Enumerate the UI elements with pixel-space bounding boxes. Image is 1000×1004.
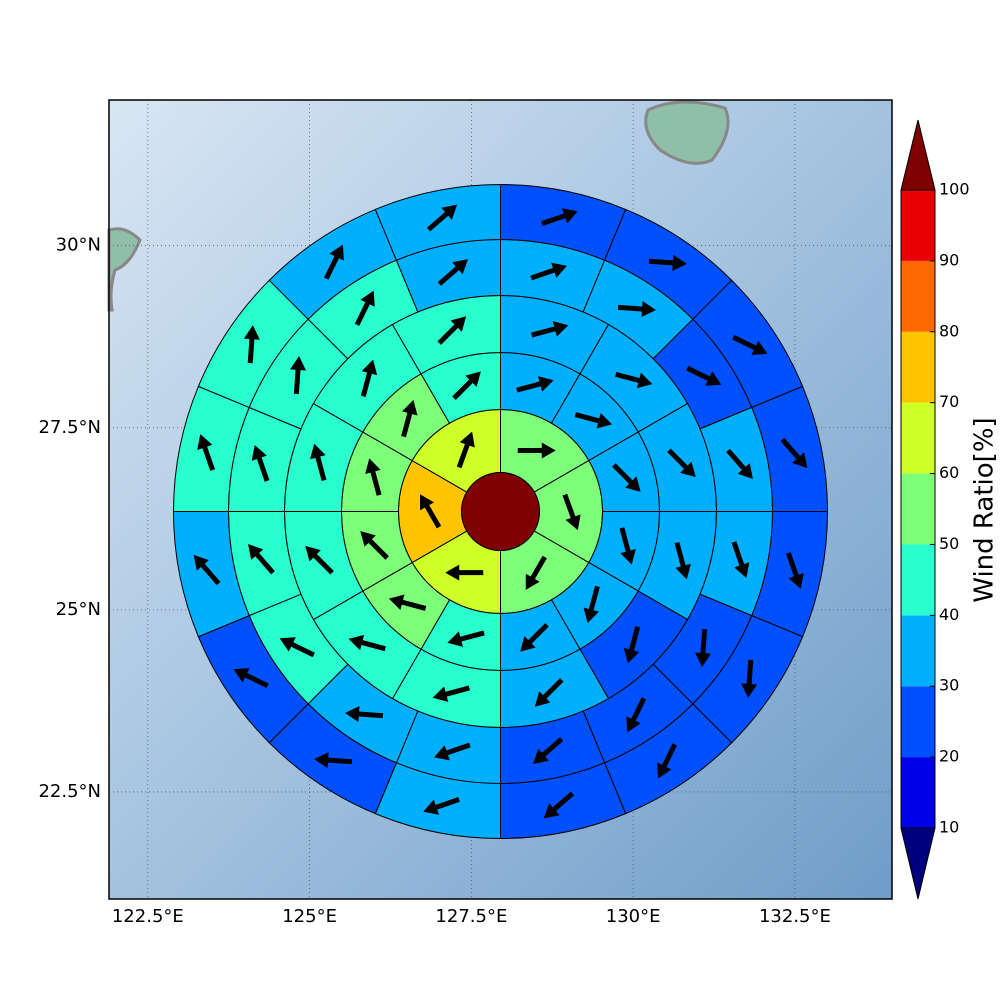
wind-arrow xyxy=(731,541,750,579)
wind-arrow xyxy=(780,437,808,469)
colorbar-band xyxy=(901,402,935,474)
wind-arrow xyxy=(617,301,657,318)
colorbar-tick-label: 90 xyxy=(939,250,959,269)
wind-arrow xyxy=(360,359,378,397)
wind-arrow xyxy=(786,552,804,589)
colorbar-tick-label: 100 xyxy=(939,180,970,199)
wind-arrow xyxy=(310,443,327,482)
wind-arrow xyxy=(674,542,691,580)
colorbar-band xyxy=(901,260,935,332)
y-tick-label: 30°N xyxy=(56,235,101,256)
wind-arrow xyxy=(694,628,711,668)
colorbar-frame xyxy=(900,189,936,829)
wind-arrow xyxy=(433,742,471,761)
wind-arrow xyxy=(648,254,687,271)
colorbar-tick-label: 70 xyxy=(939,392,959,411)
wind-arrow xyxy=(574,412,613,429)
x-tick-label: 122.5°E xyxy=(112,906,184,927)
wind-arrow xyxy=(667,448,696,478)
wind-arrow xyxy=(279,637,315,658)
wind-arrow xyxy=(686,365,722,386)
wind-arrow xyxy=(354,290,375,326)
wind-arrow xyxy=(323,244,344,280)
wind-arrow xyxy=(243,325,260,364)
wind-arrow xyxy=(447,630,485,647)
wind-arrow xyxy=(517,442,556,459)
colorbar-band xyxy=(901,615,935,687)
wind-arrow xyxy=(401,399,418,438)
wind-arrow xyxy=(541,208,578,226)
land xyxy=(107,227,142,312)
land xyxy=(644,100,730,165)
colorbar-band xyxy=(901,473,935,545)
y-tick-label: 27.5°N xyxy=(38,417,101,438)
wind-arrow xyxy=(365,458,382,496)
wind-arrow xyxy=(530,262,568,281)
wind-arrow xyxy=(726,448,753,480)
colorbar-extend-low xyxy=(900,827,936,900)
wind-arrow xyxy=(657,743,678,779)
wind-arrow xyxy=(437,316,467,345)
wind-arrow xyxy=(233,668,269,689)
wind-arrow xyxy=(314,752,353,769)
x-tick-label: 130°E xyxy=(606,906,661,927)
colorbar-band xyxy=(901,686,935,758)
y-tick-label: 22.5°N xyxy=(38,781,101,802)
wind-arrow xyxy=(348,634,386,652)
wind-arrow xyxy=(452,371,481,400)
wind-arrow xyxy=(525,555,547,590)
wind-arrow xyxy=(432,685,471,702)
colorbar-band xyxy=(901,331,935,403)
center-disk xyxy=(461,472,540,552)
wind-arrow xyxy=(193,554,221,586)
wind-arrow xyxy=(423,797,460,815)
colorbar-tick-label: 40 xyxy=(939,605,959,624)
wind-arrow xyxy=(615,371,653,389)
wind-arrow xyxy=(543,791,575,819)
colorbar-extend-high xyxy=(900,119,936,191)
map-frame xyxy=(108,99,893,900)
colorbar-band xyxy=(901,757,935,828)
y-tick-label: 25°N xyxy=(56,599,101,620)
wind-arrow xyxy=(305,545,334,575)
colorbar-tick-label: 60 xyxy=(939,463,959,482)
wind-arrow xyxy=(530,321,569,338)
colorbar-tick-label: 30 xyxy=(939,676,959,695)
wind-arrow xyxy=(388,594,427,611)
wind-arrow xyxy=(533,737,564,764)
wind-arrow xyxy=(732,334,768,355)
colorbar-tick-label: 80 xyxy=(939,321,959,340)
wind-arrow xyxy=(626,697,647,733)
wind-arrow xyxy=(562,493,581,531)
x-tick-label: 127.5°E xyxy=(435,906,507,927)
wind-arrow xyxy=(741,659,758,698)
wind-arrow xyxy=(344,705,384,722)
wind-arrow xyxy=(290,356,307,395)
wind-arrow xyxy=(456,431,475,469)
wind-arrow xyxy=(612,463,641,492)
wind-arrow xyxy=(437,259,468,286)
wind-arrow xyxy=(248,544,275,575)
wind-arrow xyxy=(197,434,215,471)
colorbar-band xyxy=(901,544,935,616)
colorbar-tick-label: 50 xyxy=(939,534,959,553)
wind-arrow xyxy=(251,445,270,482)
x-tick-label: 132.5°E xyxy=(759,906,831,927)
wind-arrow xyxy=(583,585,600,624)
wind-arrow xyxy=(619,527,636,565)
wind-arrow xyxy=(360,531,389,560)
x-tick-label: 125°E xyxy=(282,906,337,927)
wind-arrow xyxy=(520,623,549,652)
wind-arrow xyxy=(516,376,554,393)
colorbar-tick-label: 20 xyxy=(939,747,959,766)
colorbar-band xyxy=(901,190,935,261)
wind-arrow xyxy=(426,204,458,232)
wind-arrow xyxy=(445,564,484,581)
wind-arrow xyxy=(534,678,564,707)
wind-arrow xyxy=(420,494,442,529)
colorbar-label: Wind Ratio[%] xyxy=(970,417,1000,602)
colorbar-tick-label: 10 xyxy=(939,818,959,837)
wind-arrow xyxy=(623,626,641,664)
